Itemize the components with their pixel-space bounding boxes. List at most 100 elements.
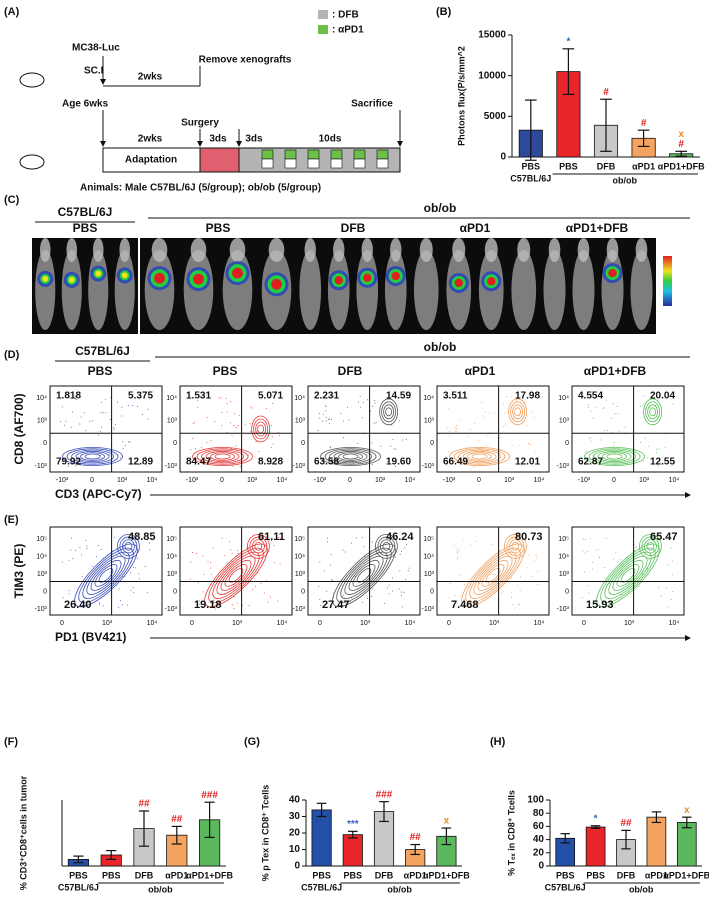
plot-frame: [571, 526, 685, 616]
event: [671, 574, 673, 576]
contour: [506, 536, 525, 557]
event: [144, 456, 146, 458]
event: [277, 432, 279, 434]
event: [320, 604, 322, 606]
removal: Remove xenografts: [199, 55, 292, 66]
event: [229, 422, 231, 424]
event: [611, 431, 613, 433]
quadrant-value: 19.18: [194, 599, 222, 611]
event: [639, 405, 641, 407]
event: [331, 580, 333, 582]
y-tick-label: 10³: [559, 418, 570, 425]
event: [250, 551, 252, 553]
flow-plot: [317, 395, 407, 468]
bar: [585, 826, 606, 867]
contour: [340, 551, 388, 599]
event: [664, 446, 666, 448]
y-tick-label: 10⁴: [558, 553, 569, 560]
contour: [320, 447, 381, 466]
event: [478, 582, 480, 584]
y-tick-label: 10³: [167, 418, 178, 425]
event: [583, 571, 585, 573]
flow-plot: [448, 533, 539, 609]
event: [99, 602, 101, 604]
mouse-head: [119, 238, 131, 262]
x-tick-label: 0: [318, 620, 322, 627]
event: [201, 447, 203, 449]
event: [124, 575, 126, 577]
event: [214, 608, 216, 610]
mouse-head: [361, 238, 373, 262]
event: [519, 590, 521, 592]
plot-frame: [49, 526, 163, 616]
contour: [116, 533, 140, 559]
event: [506, 396, 508, 398]
event: [390, 445, 392, 447]
flow-plot: [190, 397, 280, 467]
event: [195, 448, 197, 450]
group-label: αPD1+DFB: [566, 221, 629, 235]
event: [487, 434, 489, 436]
event: [235, 427, 237, 429]
contour: [255, 421, 267, 437]
event: [475, 453, 477, 455]
event: [667, 564, 669, 566]
event: [526, 424, 528, 426]
y-axis-label: % p Tex in CD8⁺ Tcells: [260, 785, 270, 881]
event: [453, 544, 455, 546]
event: [399, 419, 401, 421]
mouse-head: [606, 238, 619, 262]
event: [254, 585, 256, 587]
event: [190, 449, 192, 451]
y-tick-label: 10⁴: [166, 553, 177, 560]
x-tick-label: 10³: [232, 620, 243, 627]
contour: [119, 536, 138, 557]
event: [231, 464, 233, 466]
x-tick-label: 10³: [504, 477, 515, 484]
legend-label: : αPD1: [332, 25, 364, 36]
y-tick-label: 0: [43, 588, 47, 595]
event: [456, 558, 458, 560]
event: [448, 451, 450, 453]
y-tick-label: 0: [173, 588, 177, 595]
event: [636, 546, 638, 548]
event: [537, 570, 539, 572]
event: [369, 460, 371, 462]
contour: [205, 451, 240, 463]
event: [202, 555, 204, 557]
y-tick-label: -10³: [557, 463, 570, 470]
event: [595, 407, 597, 409]
event: [330, 578, 332, 580]
event: [617, 457, 619, 459]
y-axis-label: % CD3⁺CD8⁺cells in tumor: [18, 775, 28, 890]
event: [503, 413, 505, 415]
mouse: [543, 250, 566, 330]
event: [402, 606, 404, 608]
event: [113, 428, 115, 430]
event: [352, 460, 354, 462]
event: [374, 402, 376, 404]
event: [224, 593, 226, 595]
panel-label: (E): [4, 514, 19, 526]
quadrant-value: 12.89: [128, 457, 153, 468]
event: [325, 405, 327, 407]
event: [527, 442, 529, 444]
event: [318, 412, 320, 414]
event: [340, 591, 342, 593]
event: [391, 577, 393, 579]
y-tick-label: -10³: [557, 606, 570, 613]
event: [642, 544, 644, 546]
event: [68, 559, 70, 561]
event: [273, 562, 275, 564]
event: [533, 560, 535, 562]
event: [213, 599, 215, 601]
event: [189, 578, 191, 580]
event: [513, 418, 515, 420]
signal: [363, 273, 372, 282]
quadrant-value: 20.04: [650, 391, 675, 402]
event: [129, 441, 131, 443]
x-tick-label: PBS: [344, 870, 363, 880]
event: [237, 550, 239, 552]
event: [615, 551, 617, 553]
y-tick-label: 0: [565, 440, 569, 447]
